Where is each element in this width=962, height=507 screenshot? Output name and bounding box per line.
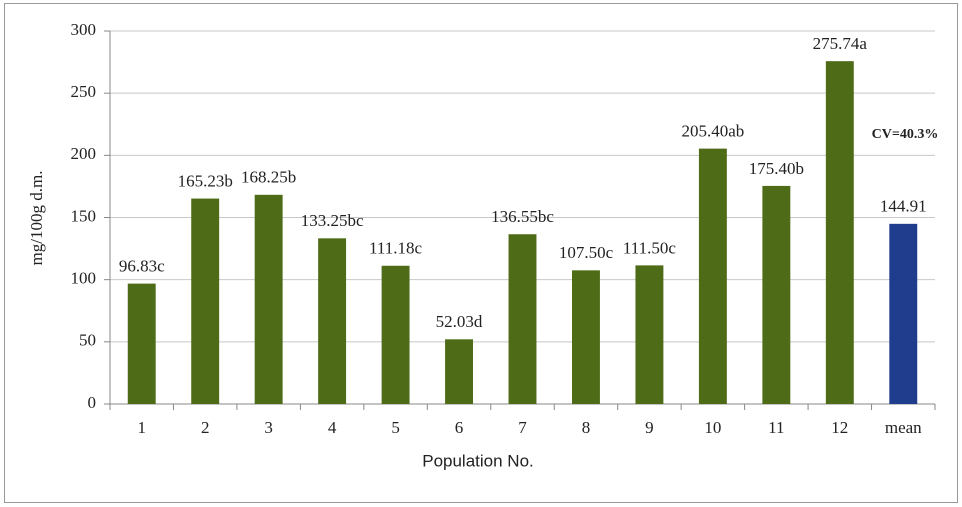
bar bbox=[508, 234, 537, 404]
bar bbox=[635, 265, 664, 404]
data-label: 275.74a bbox=[813, 34, 868, 53]
x-tick-label: 1 bbox=[137, 418, 146, 437]
x-tick-label: 12 bbox=[831, 418, 848, 437]
y-tick-label: 250 bbox=[71, 82, 97, 101]
data-label: 133.25bc bbox=[301, 211, 364, 230]
data-label: 205.40ab bbox=[681, 122, 744, 141]
x-tick-label: 5 bbox=[391, 418, 400, 437]
x-tick-label: 9 bbox=[645, 418, 654, 437]
x-tick-label: mean bbox=[885, 418, 922, 437]
data-label: 111.18c bbox=[369, 239, 422, 258]
x-tick-label: 7 bbox=[518, 418, 527, 437]
bar bbox=[254, 194, 283, 404]
data-label: 144.91 bbox=[880, 197, 927, 216]
bar bbox=[381, 265, 410, 404]
data-label: 111.50c bbox=[623, 238, 676, 257]
x-tick-label: 8 bbox=[582, 418, 591, 437]
bar bbox=[889, 223, 918, 404]
y-tick-label: 50 bbox=[79, 331, 96, 350]
bar bbox=[127, 283, 156, 404]
bar bbox=[572, 270, 600, 404]
x-axis-title: Population No. bbox=[422, 451, 534, 470]
bar bbox=[318, 238, 347, 404]
data-label: 168.25b bbox=[241, 168, 296, 187]
y-tick-label: 200 bbox=[71, 144, 97, 163]
y-tick-label: 150 bbox=[71, 206, 97, 225]
data-label: 175.40b bbox=[749, 159, 804, 178]
chart-frame bbox=[4, 3, 958, 503]
data-label: 52.03d bbox=[436, 312, 483, 331]
y-axis-title: mg/100g d.m. bbox=[27, 171, 46, 266]
y-tick-label: 100 bbox=[71, 269, 97, 288]
bar bbox=[825, 61, 854, 404]
x-tick-label: 11 bbox=[768, 418, 784, 437]
bar bbox=[698, 148, 727, 404]
data-label: 165.23b bbox=[178, 171, 233, 190]
x-tick-label: 10 bbox=[704, 418, 721, 437]
data-label: 96.83c bbox=[119, 257, 165, 276]
x-tick-label: 2 bbox=[201, 418, 210, 437]
x-tick-label: 3 bbox=[264, 418, 273, 437]
bar bbox=[445, 339, 473, 404]
data-label: 136.55bc bbox=[491, 207, 554, 226]
y-tick-label: 0 bbox=[88, 393, 97, 412]
data-label: 107.50c bbox=[559, 243, 614, 262]
bar bbox=[762, 185, 791, 404]
y-tick-label: 300 bbox=[71, 20, 97, 39]
bar bbox=[191, 198, 220, 404]
x-tick-label: 4 bbox=[328, 418, 337, 437]
annotation: CV=40.3% bbox=[872, 127, 939, 142]
x-tick-label: 6 bbox=[455, 418, 464, 437]
